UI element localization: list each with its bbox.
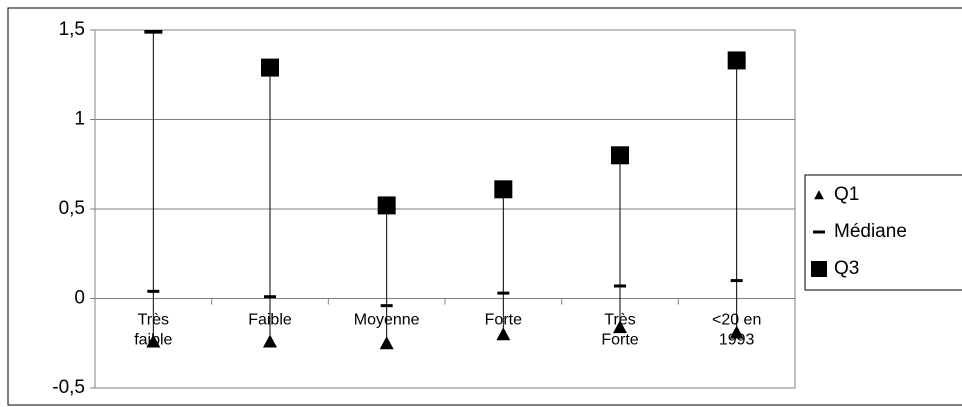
legend-label: Q3: [834, 258, 859, 279]
legend-marker: [813, 230, 825, 234]
point: [613, 320, 627, 334]
point: [727, 51, 746, 70]
legend-label: Médiane: [834, 221, 907, 242]
point: [729, 325, 744, 339]
point: [377, 196, 396, 215]
point: [144, 30, 163, 34]
point: [611, 146, 629, 165]
y-tick-label: 1,5: [59, 19, 85, 40]
legend-marker: [814, 190, 824, 200]
point: [263, 334, 277, 348]
x-tick-label: Très faible: [134, 312, 172, 349]
y-tick-label: -0,5: [52, 377, 85, 398]
x-tick-label: <20 en 1993: [712, 312, 761, 349]
point: [497, 291, 510, 295]
legend-marker: [811, 261, 827, 277]
series-layer: [144, 30, 746, 350]
point: [614, 284, 626, 288]
point: [147, 289, 160, 293]
legend-box: [804, 174, 962, 291]
x-tick-label: Très Forte: [601, 312, 638, 349]
point: [380, 304, 393, 308]
y-tick-label: 1: [74, 109, 85, 130]
y-tick-label: 0,5: [59, 198, 85, 219]
point: [261, 58, 279, 77]
chart-border: [7, 7, 962, 406]
legend-label: Q1: [834, 184, 859, 205]
point: [494, 180, 513, 199]
point: [146, 334, 161, 348]
point: [264, 295, 276, 299]
x-tick-label: Moyenne: [354, 312, 420, 329]
x-tick-label: Faible: [248, 312, 292, 329]
y-tick-label: 0: [74, 288, 85, 309]
point: [379, 336, 394, 350]
x-tick-label: Forte: [485, 312, 522, 329]
point: [730, 279, 743, 283]
point: [496, 327, 511, 341]
